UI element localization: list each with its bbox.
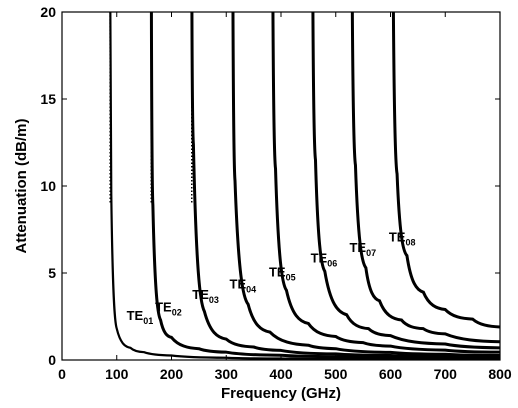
x-tick-label: 200: [160, 366, 184, 382]
axis-ticks: [61, 11, 501, 361]
mode-label-te03: TE03: [192, 287, 219, 305]
mode-label-te08: TE08: [389, 230, 416, 248]
x-tick-label: 700: [434, 366, 458, 382]
mode-label-base: TE: [389, 230, 406, 245]
mode-label-base: TE: [230, 277, 247, 292]
x-tick-label: 600: [379, 366, 403, 382]
curve-te08: [391, 12, 500, 329]
mode-curves: [109, 12, 500, 360]
mode-label-base: TE: [349, 240, 366, 255]
y-tick-label: 5: [48, 265, 56, 281]
mode-label-sub: 07: [366, 248, 376, 258]
curve-te03: [190, 12, 500, 359]
x-tick-label: 0: [58, 366, 66, 382]
y-tick-label: 15: [40, 91, 56, 107]
x-tick-label: 500: [324, 366, 348, 382]
mode-label-sub: 03: [209, 295, 219, 305]
mode-label-te04: TE04: [230, 277, 257, 295]
mode-label-te01: TE01: [127, 308, 154, 326]
curve-te05: [271, 12, 500, 354]
mode-label-base: TE: [269, 264, 286, 279]
curve-te02: [149, 12, 500, 360]
mode-label-base: TE: [155, 299, 172, 314]
mode-label-te02: TE02: [155, 299, 182, 317]
mode-label-base: TE: [127, 308, 144, 323]
x-tick-label: 100: [105, 366, 129, 382]
mode-label-sub: 01: [143, 316, 153, 326]
mode-label-sub: 05: [286, 272, 296, 282]
curve-te07: [350, 12, 500, 344]
mode-label-sub: 02: [172, 307, 182, 317]
mode-label-te06: TE06: [311, 251, 338, 269]
x-tick-label: 400: [269, 366, 293, 382]
y-tick-label: 0: [48, 352, 56, 368]
mode-label-base: TE: [192, 287, 209, 302]
mode-label-sub: 08: [405, 238, 415, 248]
mode-label-te05: TE05: [269, 264, 296, 282]
mode-label-te07: TE07: [349, 240, 376, 258]
y-tick-label: 20: [40, 4, 56, 20]
x-tick-label: 300: [215, 366, 239, 382]
curve-te04: [231, 12, 500, 357]
y-tick-label: 10: [40, 178, 56, 194]
x-axis-title: Frequency (GHz): [221, 385, 341, 402]
x-tick-label: 800: [488, 366, 512, 382]
mode-label-base: TE: [311, 251, 328, 266]
mode-label-sub: 06: [327, 259, 337, 269]
curve-te06: [311, 12, 500, 350]
y-axis-title: Attenuation (dB/m): [13, 119, 30, 254]
mode-label-sub: 04: [246, 285, 256, 295]
